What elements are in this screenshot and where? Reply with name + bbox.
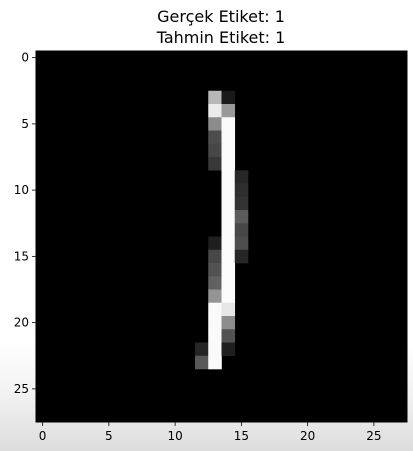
chart-title-line-2: Tahmin Etiket: 1 [156,28,286,47]
image-pixel [208,117,222,131]
image-pixel [208,355,222,370]
image-pixel [195,355,209,370]
y-tick-label: 25 [14,382,29,396]
image-pixel [221,249,236,264]
x-tick-label: 20 [300,429,315,443]
image-pixel [208,249,222,264]
image-pixel [208,157,222,171]
image-pixel [221,276,236,290]
image-pixel [208,143,222,158]
image-pixel [221,183,236,198]
image-pixel [234,236,249,251]
x-tick-label: 0 [39,429,47,443]
pixel-layer [195,90,249,370]
image-pixel [221,289,236,304]
image-pixel [221,342,236,357]
x-tick-label: 15 [234,429,249,443]
axes-frame [35,50,408,423]
image-pixel [208,276,222,290]
image-pixel [208,90,222,105]
image-pixel [234,196,249,211]
image-pixel [221,104,236,118]
image-pixel [221,329,236,343]
image-pixel [221,130,236,145]
image-pixel [234,210,249,224]
image-pixel [195,342,209,357]
image-pixel [221,143,236,158]
image-pixel [221,117,236,131]
image-pixel [221,263,236,277]
y-tick-label: 10 [14,183,29,197]
image-pixel [234,170,249,184]
y-tick-label: 15 [14,249,29,263]
image-pixel [221,210,236,224]
image-pixel [208,289,222,304]
image-pixel [221,223,236,237]
image-pixel [208,130,222,145]
image-pixel [221,316,236,330]
image-pixel [221,302,236,317]
image-pixel [221,157,236,171]
x-tick-label: 25 [366,429,381,443]
plot-area [35,50,408,423]
image-pixel [208,236,222,251]
y-tick-label: 20 [14,316,29,330]
y-axis: 0 5 10 15 20 25 [14,51,36,396]
image-pixel [208,316,222,330]
y-tick-label: 5 [21,117,29,131]
image-pixel [234,183,249,198]
image-pixel [221,236,236,251]
image-pixel [208,329,222,343]
x-tick-label: 5 [105,429,113,443]
y-tick-label: 0 [21,51,29,65]
image-pixel [221,196,236,211]
image-pixel [208,302,222,317]
image-pixel [208,342,222,357]
x-tick-label: 10 [167,429,182,443]
chart-title-line-1: Gerçek Etiket: 1 [157,7,285,26]
image-pixel [221,90,236,105]
image-pixel [221,170,236,184]
image-pixel [234,249,249,264]
image-pixel [234,223,249,237]
image-pixel [208,104,222,118]
x-axis: 0 5 10 15 20 25 [39,422,382,443]
image-pixel [208,263,222,277]
